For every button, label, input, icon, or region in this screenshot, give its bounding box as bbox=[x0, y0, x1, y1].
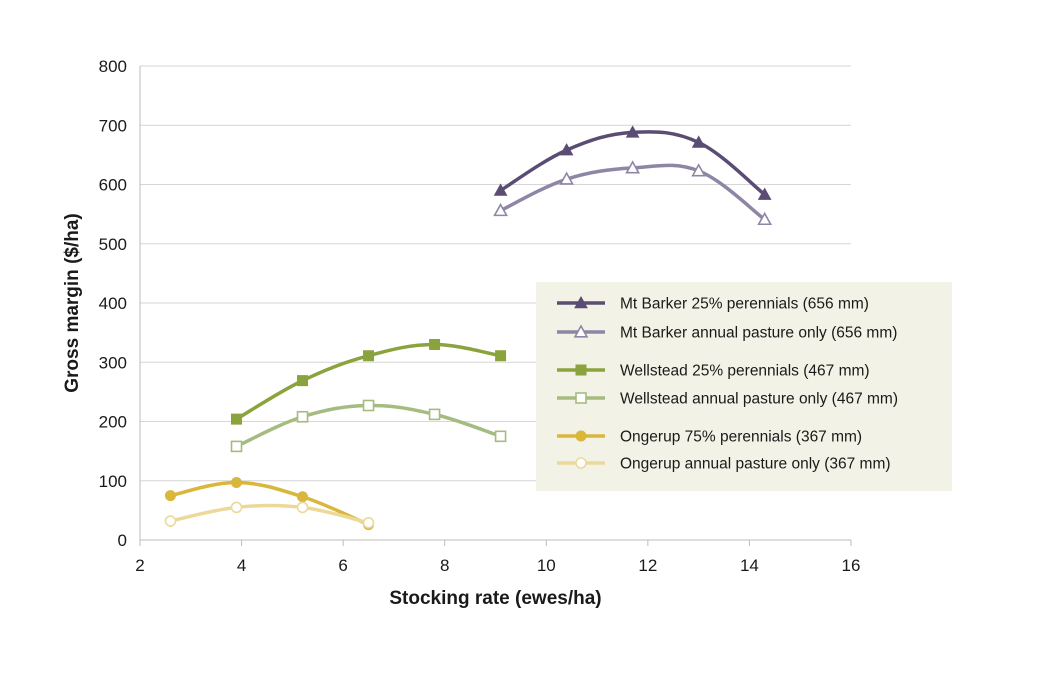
data-point-5-2 bbox=[296, 501, 309, 514]
data-point-2-1 bbox=[297, 375, 309, 387]
legend-item-0: Mt Barker 25% perennials (656 mm) bbox=[557, 296, 869, 313]
data-point-4-2 bbox=[297, 491, 309, 503]
legend-label-2: Wellstead 25% perennials (467 mm) bbox=[620, 363, 870, 380]
data-point-1-2 bbox=[625, 160, 640, 174]
data-point-1-0 bbox=[493, 202, 508, 217]
series-3 bbox=[230, 399, 507, 453]
data-point-3-4 bbox=[494, 430, 507, 443]
data-point-2-0 bbox=[230, 413, 242, 425]
series-4 bbox=[164, 477, 375, 531]
x-tick-label-8: 8 bbox=[440, 556, 449, 575]
series-2 bbox=[230, 338, 507, 425]
data-point-2-2 bbox=[363, 350, 375, 362]
data-point-4-1 bbox=[230, 477, 242, 489]
x-tick-label-6: 6 bbox=[338, 556, 347, 575]
y-tick-label-400: 400 bbox=[99, 294, 127, 313]
series-line-5 bbox=[168, 503, 371, 525]
legend-item-3: Wellstead annual pasture only (467 mm) bbox=[557, 391, 898, 408]
data-point-0-2 bbox=[625, 125, 640, 138]
data-point-1-1 bbox=[559, 171, 574, 185]
y-tick-label-0: 0 bbox=[118, 531, 127, 550]
legend-item-1: Mt Barker annual pasture only (656 mm) bbox=[557, 324, 897, 342]
x-tick-label-12: 12 bbox=[638, 556, 657, 575]
x-tick-label-16: 16 bbox=[842, 556, 861, 575]
legend-box bbox=[536, 282, 952, 491]
data-point-3-0 bbox=[230, 440, 243, 453]
data-point-0-3 bbox=[691, 135, 706, 148]
data-point-3-3 bbox=[428, 408, 441, 421]
data-point-5-3 bbox=[362, 517, 375, 529]
legend-item-2: Wellstead 25% perennials (467 mm) bbox=[557, 363, 870, 380]
y-tick-label-800: 800 bbox=[99, 57, 127, 76]
x-tick-label-2: 2 bbox=[135, 556, 144, 575]
legend-marker-0 bbox=[574, 295, 588, 309]
series-0 bbox=[493, 125, 772, 200]
data-point-2-3 bbox=[429, 338, 441, 350]
data-point-5-0 bbox=[164, 515, 177, 527]
legend-marker-4 bbox=[575, 430, 587, 442]
data-point-1-3 bbox=[691, 163, 707, 177]
data-point-4-0 bbox=[164, 490, 176, 502]
data-point-0-4 bbox=[757, 187, 772, 200]
series-1 bbox=[493, 160, 773, 226]
y-tick-label-500: 500 bbox=[99, 235, 127, 254]
legend-label-1: Mt Barker annual pasture only (656 mm) bbox=[620, 325, 897, 342]
y-tick-label-200: 200 bbox=[99, 413, 127, 432]
legend-marker-2 bbox=[575, 364, 587, 376]
data-point-1-4 bbox=[757, 211, 773, 226]
legend-item-5: Ongerup annual pasture only (367 mm) bbox=[557, 456, 891, 473]
legend-marker-3 bbox=[575, 392, 587, 404]
series-line-3 bbox=[234, 403, 503, 449]
legend-label-5: Ongerup annual pasture only (367 mm) bbox=[620, 456, 891, 473]
legend-item-4: Ongerup 75% perennials (367 mm) bbox=[557, 429, 862, 446]
x-tick-label-10: 10 bbox=[537, 556, 556, 575]
legend: Mt Barker 25% perennials (656 mm) Mt Bark… bbox=[536, 282, 952, 491]
y-tick-label-700: 700 bbox=[99, 116, 127, 135]
axes: 0 100 200 300 400 500 600 700 800 2 4 6 8 10 12 14 16 bbox=[99, 57, 861, 575]
legend-label-4: Ongerup 75% perennials (367 mm) bbox=[620, 429, 862, 446]
y-tick-label-100: 100 bbox=[99, 472, 127, 491]
legend-marker-1 bbox=[573, 324, 589, 338]
data-point-5-1 bbox=[230, 501, 243, 514]
series-line-4 bbox=[168, 480, 371, 527]
x-axis-title: Stocking rate (ewes/ha) bbox=[389, 588, 601, 609]
legend-label-3: Wellstead annual pasture only (467 mm) bbox=[620, 391, 898, 408]
y-tick-label-300: 300 bbox=[99, 353, 127, 372]
y-axis-title: Gross margin ($/ha) bbox=[62, 213, 83, 393]
x-tick-label-14: 14 bbox=[740, 556, 759, 575]
data-point-3-1 bbox=[296, 410, 309, 423]
series-group bbox=[164, 125, 773, 531]
data-point-0-0 bbox=[493, 183, 508, 196]
legend-label-0: Mt Barker 25% perennials (656 mm) bbox=[620, 296, 869, 313]
series-5 bbox=[164, 501, 375, 529]
gridlines bbox=[140, 65, 851, 482]
data-point-3-2 bbox=[362, 399, 375, 412]
legend-marker-5 bbox=[575, 457, 587, 469]
data-point-0-1 bbox=[559, 143, 574, 156]
data-point-2-4 bbox=[495, 350, 507, 362]
x-tick-label-4: 4 bbox=[237, 556, 246, 575]
y-tick-label-600: 600 bbox=[99, 176, 127, 195]
